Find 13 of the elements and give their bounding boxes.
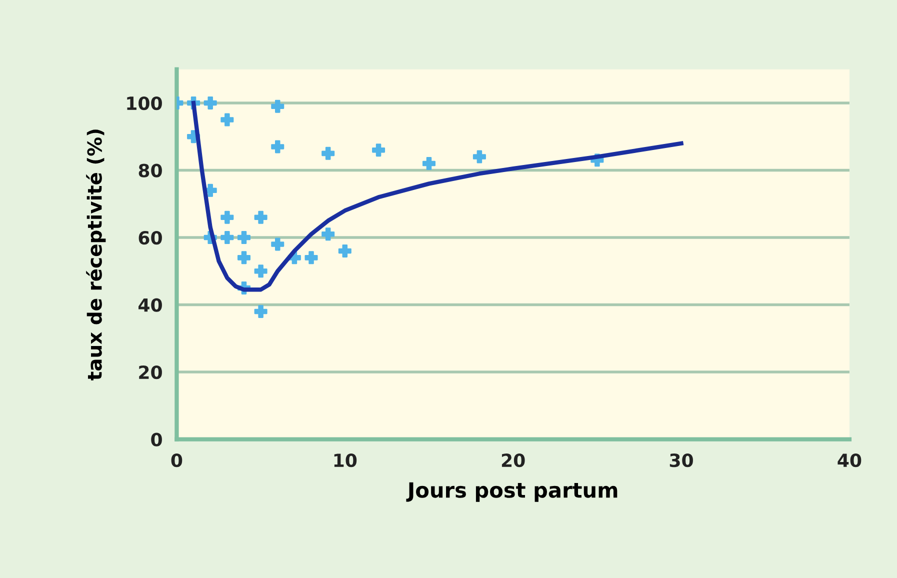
y-tick-label: 60 — [138, 230, 162, 245]
y-tick-label: 0 — [151, 432, 162, 446]
y-tick-label: 100 — [127, 96, 162, 110]
x-tick-label: 0 — [171, 453, 182, 468]
x-tick-label: 10 — [334, 453, 357, 468]
x-tick-label: 30 — [670, 453, 693, 468]
y-tick-label: 20 — [139, 365, 162, 380]
y-tick-label: 40 — [138, 298, 162, 312]
y-axis-title: taux de réceptivité (%) — [86, 130, 106, 380]
y-tick-label: 80 — [138, 164, 162, 178]
x-axis-title: Jours post partum — [406, 482, 618, 502]
x-tick-label: 40 — [838, 453, 862, 468]
x-tick-label: 20 — [502, 453, 525, 468]
